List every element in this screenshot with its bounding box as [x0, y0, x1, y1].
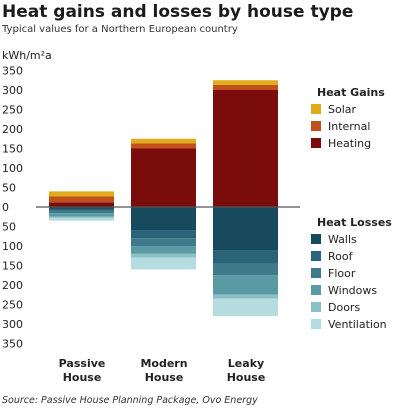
legend-label-roof: Roof — [328, 250, 354, 263]
legend-gains-title: Heat Gains — [317, 86, 385, 99]
legend-swatch-roof — [311, 251, 321, 261]
y-tick-label: 50 — [2, 182, 16, 195]
bar-leaky-heating — [213, 90, 278, 207]
chart-subtitle: Typical values for a Northern European c… — [2, 24, 238, 35]
bar-leaky-solar — [213, 80, 278, 85]
bar-passive-internal — [49, 196, 114, 203]
legend-swatch-solar — [311, 104, 321, 114]
bar-passive-ventilation — [49, 217, 114, 221]
y-tick-label: 150 — [2, 143, 23, 156]
bar-leaky-internal — [213, 84, 278, 90]
stacked-bar-chart: kWh/m²a 350 300 250 200 150 100 50 0 50 100 150 200 2… — [2, 49, 392, 384]
y-axis-label: kWh/m²a — [2, 49, 52, 62]
y-tick-label: 0 — [2, 201, 9, 214]
category-label: Leaky — [228, 357, 264, 370]
bar-modern-solar — [131, 138, 196, 144]
bar-leaky-floor — [213, 263, 278, 276]
legend-swatch-walls — [311, 234, 321, 244]
y-tick-label: 250 — [2, 299, 23, 312]
y-tick-label: 100 — [2, 240, 23, 253]
bar-leaky-doors — [213, 294, 278, 299]
bar-modern-heating — [131, 148, 196, 207]
legend-label-windows: Windows — [328, 284, 377, 297]
y-tick-label: 250 — [2, 104, 23, 117]
y-tick-label: 150 — [2, 260, 23, 273]
legend-label-ventilation: Ventilation — [328, 318, 387, 331]
legend-swatch-internal — [311, 121, 321, 131]
y-tick-label: 50 — [2, 221, 16, 234]
bar-passive-roof — [49, 208, 114, 211]
y-tick-label: 350 — [2, 338, 23, 351]
bar-modern-internal — [131, 143, 196, 149]
category-label: Passive — [59, 357, 106, 370]
legend-label-heating: Heating — [328, 137, 371, 150]
category-label: House — [145, 371, 184, 384]
legend-swatch-heating — [311, 138, 321, 148]
bar-passive-doors — [49, 216, 114, 218]
bar-leaky-ventilation — [213, 298, 278, 317]
y-tick-label: 350 — [2, 65, 23, 78]
y-tick-label: 100 — [2, 162, 23, 175]
legend-label-internal: Internal — [328, 120, 370, 133]
bar-leaky-walls — [213, 207, 278, 251]
bar-leaky-roof — [213, 250, 278, 264]
bar-modern-doors — [131, 253, 196, 258]
bar-modern-roof — [131, 230, 196, 239]
category-label: House — [63, 371, 102, 384]
legend-swatch-floor — [311, 268, 321, 278]
bar-passive-solar — [49, 191, 114, 197]
legend-swatch-windows — [311, 285, 321, 295]
legend-swatch-ventilation — [311, 319, 321, 329]
category-label: Modern — [140, 357, 187, 370]
bar-passive-floor — [49, 210, 114, 214]
bar-leaky-windows — [213, 275, 278, 295]
bar-modern-walls — [131, 207, 196, 231]
legend-label-walls: Walls — [328, 233, 357, 246]
bar-passive-heating — [49, 202, 114, 207]
bar-passive-windows — [49, 213, 114, 217]
y-tick-label: 200 — [2, 123, 23, 136]
chart-title: Heat gains and losses by house type — [2, 2, 354, 22]
bar-modern-floor — [131, 238, 196, 246]
legend-losses-title: Heat Losses — [317, 216, 392, 229]
legend-label-floor: Floor — [328, 267, 356, 280]
bar-passive-walls — [49, 207, 114, 209]
category-label: House — [227, 371, 266, 384]
y-tick-label: 300 — [2, 84, 23, 97]
legend-label-doors: Doors — [328, 301, 360, 314]
y-tick-label: 200 — [2, 279, 23, 292]
legend-label-solar: Solar — [328, 103, 357, 116]
bar-modern-windows — [131, 246, 196, 254]
bar-modern-ventilation — [131, 257, 196, 270]
source-note: Source: Passive House Planning Package, … — [2, 395, 258, 406]
legend-swatch-doors — [311, 302, 321, 312]
y-tick-label: 300 — [2, 318, 23, 331]
